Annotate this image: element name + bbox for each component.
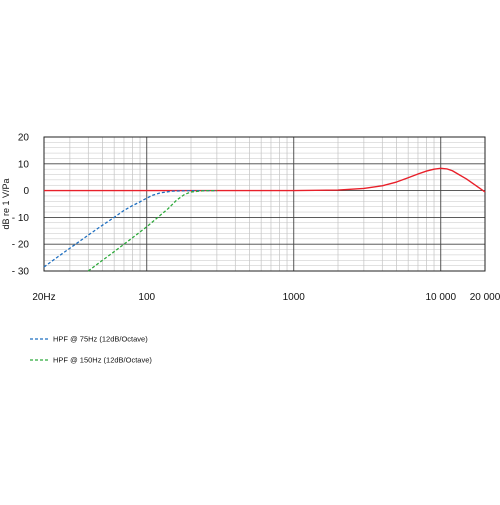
series-line-2: [43, 189, 217, 268]
y-tick-label: 10: [18, 159, 30, 170]
legend: HPF @ 75Hz (12dB/Octave) HPF @ 150Hz (12d…: [30, 335, 152, 365]
y-tick-label: 0: [23, 186, 29, 197]
series-line-1: [44, 167, 486, 193]
y-axis-label: dB re 1 V/Pa: [1, 178, 11, 229]
plot-frame: [43, 136, 486, 272]
legend-label: HPF @ 75Hz (12dB/Octave): [53, 335, 148, 344]
y-tick-label: - 10: [12, 213, 30, 224]
x-tick-labels: 20Hz 100 1000 10 000 20 000: [32, 292, 500, 303]
y-tick-label: - 30: [12, 267, 30, 278]
series-line-3: [87, 189, 217, 272]
series-layer: [43, 167, 486, 272]
legend-label: HPF @ 150Hz (12dB/Octave): [53, 356, 152, 365]
minor-gridlines: [43, 137, 486, 271]
x-tick-label: 20 000: [470, 292, 500, 303]
x-tick-label: 20Hz: [32, 292, 55, 303]
y-tick-label: - 20: [12, 240, 30, 251]
y-tick-labels: 20 10 0 - 10 - 20 - 30: [12, 133, 30, 278]
x-tick-label: 10 000: [425, 292, 456, 303]
x-tick-label: 100: [138, 292, 155, 303]
x-tick-label: 1000: [283, 292, 306, 303]
y-tick-label: 20: [18, 133, 30, 144]
